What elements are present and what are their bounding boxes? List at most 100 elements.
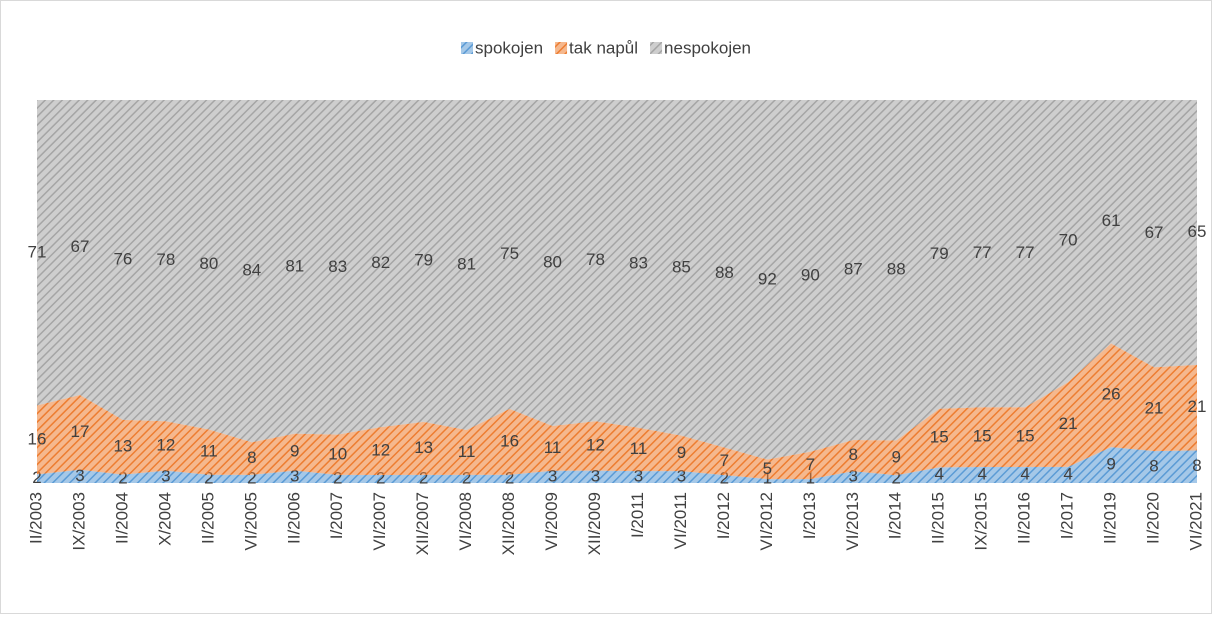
data-label: 90 <box>801 265 820 284</box>
legend-swatch <box>650 42 663 54</box>
data-label: 83 <box>629 253 648 272</box>
data-label: 3 <box>677 467 686 486</box>
data-label: 80 <box>543 252 562 271</box>
data-label: 15 <box>1016 427 1035 446</box>
data-label: 12 <box>371 441 390 460</box>
data-label: 3 <box>75 466 84 485</box>
data-label: 2 <box>720 468 729 487</box>
legend-label: spokojen <box>475 38 543 57</box>
data-label: 4 <box>1020 465 1029 484</box>
data-label: 11 <box>544 438 562 457</box>
legend-swatch <box>460 42 473 54</box>
data-label: 75 <box>500 244 519 263</box>
data-label: 15 <box>973 427 992 446</box>
x-tick-label: II/2004 <box>112 492 131 544</box>
data-label: 12 <box>586 435 605 454</box>
data-label: 17 <box>71 422 90 441</box>
data-label: 88 <box>887 260 906 279</box>
data-label: 78 <box>586 250 605 269</box>
data-label: 2 <box>333 468 342 487</box>
data-label: 9 <box>677 443 686 462</box>
data-label: 2 <box>376 468 385 487</box>
data-label: 2 <box>419 468 428 487</box>
data-label: 92 <box>758 269 777 288</box>
data-label: 2 <box>32 468 41 487</box>
legend-label: tak napůl <box>569 38 638 57</box>
x-tick-label: VI/2013 <box>843 492 862 551</box>
data-label: 80 <box>199 254 218 273</box>
data-label: 21 <box>1059 414 1078 433</box>
x-tick-label: I/2011 <box>628 492 647 538</box>
data-label: 9 <box>1106 455 1115 474</box>
data-label: 3 <box>161 466 170 485</box>
data-label: 78 <box>156 250 175 269</box>
data-label: 2 <box>204 468 213 487</box>
data-label: 67 <box>71 237 90 256</box>
data-label: 2 <box>505 468 514 487</box>
data-label: 2 <box>462 468 471 487</box>
data-label: 76 <box>113 249 132 268</box>
data-label: 2 <box>247 468 256 487</box>
x-tick-label: II/2019 <box>1101 492 1120 544</box>
data-label: 3 <box>591 466 600 485</box>
x-tick-label: X/2004 <box>155 492 174 546</box>
data-label: 4 <box>977 465 986 484</box>
x-tick-label: II/2003 <box>26 492 45 544</box>
data-label: 7 <box>806 455 815 474</box>
data-label: 8 <box>247 448 256 467</box>
data-label: 4 <box>934 465 943 484</box>
data-label: 8 <box>849 445 858 464</box>
data-label: 71 <box>28 242 47 261</box>
data-label: 3 <box>548 466 557 485</box>
data-label: 83 <box>328 257 347 276</box>
data-label: 82 <box>371 253 390 272</box>
data-label: 8 <box>1192 456 1201 475</box>
data-label: 9 <box>892 447 901 466</box>
x-tick-label: VI/2011 <box>671 492 690 549</box>
data-label: 79 <box>930 244 949 263</box>
x-tick-label: VI/2008 <box>456 492 475 551</box>
data-label: 12 <box>156 435 175 454</box>
x-tick-label: I/2014 <box>886 492 905 539</box>
x-tick-label: I/2012 <box>714 492 733 539</box>
x-tick-label: VI/2009 <box>542 492 561 551</box>
x-tick-label: I/2017 <box>1058 492 1077 539</box>
data-label: 77 <box>1016 243 1035 262</box>
x-tick-label: II/2005 <box>198 492 217 544</box>
data-label: 81 <box>457 255 476 274</box>
data-label: 67 <box>1145 223 1164 242</box>
area-2 <box>37 100 1197 460</box>
data-label: 21 <box>1145 399 1164 418</box>
data-label: 16 <box>500 431 519 450</box>
data-label: 21 <box>1188 397 1207 416</box>
data-label: 8 <box>1149 457 1158 476</box>
x-tick-label: IX/2003 <box>69 492 88 551</box>
x-tick-label: VI/2005 <box>241 492 260 551</box>
data-label: 3 <box>290 466 299 485</box>
data-label: 5 <box>763 459 772 478</box>
data-label: 11 <box>458 442 476 461</box>
x-tick-label: VI/2012 <box>757 492 776 551</box>
x-tick-label: XII/2008 <box>499 492 518 555</box>
data-label: 79 <box>414 250 433 269</box>
x-tick-label: I/2007 <box>327 492 346 539</box>
data-label: 65 <box>1188 222 1207 241</box>
legend: spokojen tak napůl nespokojen <box>460 38 751 57</box>
data-label: 9 <box>290 442 299 461</box>
data-label: 15 <box>930 428 949 447</box>
legend-swatch <box>555 42 568 54</box>
data-label: 88 <box>715 263 734 282</box>
data-label: 61 <box>1102 211 1121 230</box>
data-label: 13 <box>414 438 433 457</box>
x-tick-label: VI/2021 <box>1186 492 1205 551</box>
legend-label: nespokojen <box>664 38 751 57</box>
data-label: 4 <box>1063 464 1072 483</box>
x-tick-label: I/2013 <box>800 492 819 539</box>
data-label: 10 <box>328 444 347 463</box>
data-label: 26 <box>1102 385 1121 404</box>
data-label: 11 <box>200 442 218 461</box>
x-tick-label: II/2016 <box>1015 492 1034 544</box>
data-label: 87 <box>844 259 863 278</box>
data-label: 2 <box>118 468 127 487</box>
